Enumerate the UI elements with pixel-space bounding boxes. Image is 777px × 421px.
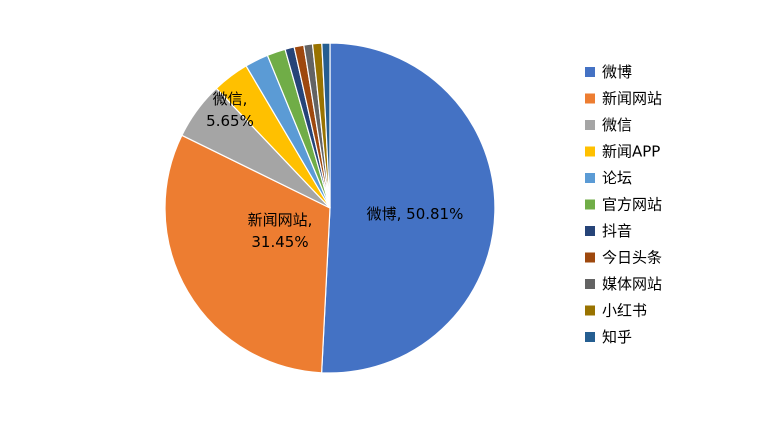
- data-label-line: 31.45%: [251, 233, 308, 251]
- legend-swatch: [585, 173, 595, 183]
- legend-label: 微信: [602, 116, 632, 134]
- legend-item: 新闻APP: [585, 143, 660, 161]
- data-label-line: 5.65%: [206, 112, 254, 130]
- legend-label: 小红书: [602, 302, 647, 320]
- legend-label: 官方网站: [602, 196, 662, 214]
- legend-item: 抖音: [585, 222, 632, 240]
- legend-label: 媒体网站: [602, 275, 662, 293]
- pie-data-labels: 微博, 50.81% 新闻网站, 31.45% 微信, 5.65%: [206, 90, 463, 251]
- data-label-1: 微博, 50.81%: [367, 205, 464, 223]
- data-label-line: 微博, 50.81%: [367, 205, 464, 223]
- legend-swatch: [585, 120, 595, 130]
- legend-swatch: [585, 252, 595, 263]
- data-label-line: 新闻网站,: [248, 211, 313, 229]
- legend-swatch: [585, 199, 595, 210]
- legend-label: 知乎: [602, 328, 632, 346]
- legend-item: 今日头条: [585, 249, 662, 267]
- legend-swatch: [585, 332, 595, 342]
- legend-item: 新闻网站: [585, 90, 662, 108]
- pie-slice-11: [321, 42, 331, 209]
- legend-label: 新闻网站: [602, 90, 662, 108]
- pie-slice-1: [320, 42, 496, 374]
- pie-slice-2: [164, 134, 331, 374]
- legend-item: 知乎: [585, 328, 632, 346]
- legend-swatch: [585, 93, 595, 104]
- legend-label: 今日头条: [602, 249, 662, 267]
- legend-swatch: [585, 279, 595, 289]
- legend-item: 媒体网站: [585, 275, 662, 293]
- legend-swatch: [585, 146, 595, 157]
- legend-swatch: [585, 67, 595, 77]
- legend-label: 微博: [602, 63, 632, 81]
- legend-label: 新闻APP: [602, 143, 660, 161]
- legend-item: 小红书: [585, 302, 647, 320]
- legend-label: 论坛: [602, 169, 632, 187]
- legend-label: 抖音: [602, 222, 632, 240]
- legend-swatch: [585, 305, 595, 316]
- data-label-3: 微信, 5.65%: [206, 90, 254, 130]
- legend-item: 微博: [585, 63, 632, 81]
- legend-swatch: [585, 226, 595, 236]
- data-label-2: 新闻网站, 31.45%: [248, 211, 313, 251]
- legend-item: 论坛: [585, 169, 632, 187]
- legend-item: 微信: [585, 116, 632, 134]
- legend-item: 官方网站: [585, 196, 662, 214]
- data-label-line: 微信,: [213, 90, 248, 108]
- pie-slices: [164, 42, 496, 374]
